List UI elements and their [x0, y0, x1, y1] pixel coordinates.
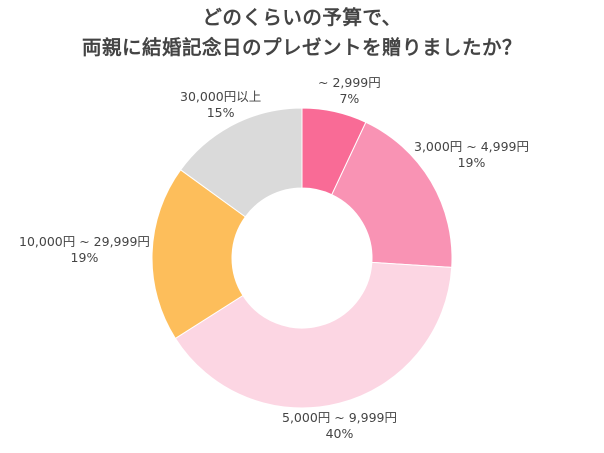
slice-label-value: 19% — [457, 155, 486, 170]
slice-label-10000-29999: 10,000円 ~ 29,999円 19% — [19, 234, 150, 266]
chart-title-line-1: どのくらいの予算で、 — [202, 6, 402, 29]
slice-10000-29999 — [151, 169, 247, 340]
slice-label-under-3000: ~ 2,999円 7% — [318, 75, 381, 107]
slice-label-category: ~ 2,999円 — [318, 75, 381, 90]
slice-label-value: 40% — [325, 426, 354, 441]
slice-label-category: 10,000円 ~ 29,999円 — [19, 234, 150, 249]
slice-5000-9999 — [174, 261, 453, 409]
slice-label-value: 15% — [206, 105, 235, 120]
slice-label-3000-4999: 3,000円 ~ 4,999円 19% — [414, 139, 529, 171]
slice-label-category: 3,000円 ~ 4,999円 — [414, 139, 529, 154]
slice-label-category: 30,000円以上 — [180, 89, 262, 104]
chart-title-line-2: 両親に結婚記念日のプレゼントを贈りましたか？ — [81, 36, 522, 59]
slice-label-value: 7% — [339, 91, 360, 106]
slice-over-30000 — [179, 107, 303, 218]
slice-label-category: 5,000円 ~ 9,999円 — [282, 410, 397, 425]
slice-label-value: 19% — [70, 250, 99, 265]
slice-label-over-30000: 30,000円以上 15% — [180, 89, 261, 121]
slice-label-5000-9999: 5,000円 ~ 9,999円 40% — [282, 410, 397, 442]
chart-title: どのくらいの予算で、 両親に結婚記念日のプレゼントを贈りましたか？ — [0, 3, 604, 63]
slice-3000-4999 — [331, 121, 453, 268]
